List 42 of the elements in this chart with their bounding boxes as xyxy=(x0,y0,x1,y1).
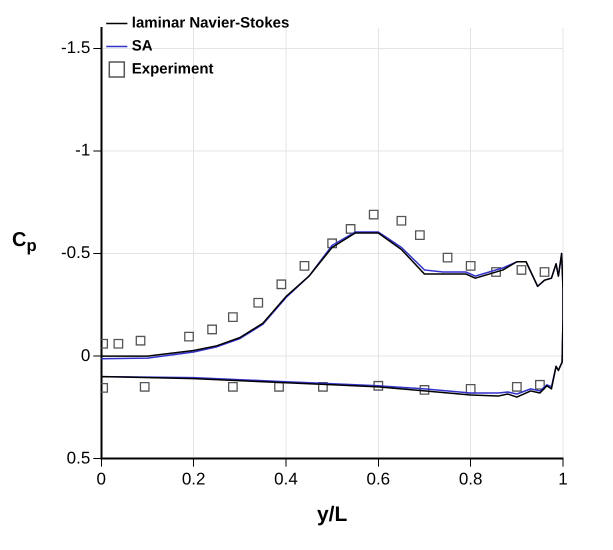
point xyxy=(300,260,310,271)
point xyxy=(512,382,522,392)
y-tick-label: 0 xyxy=(80,346,90,365)
point xyxy=(516,265,526,275)
x-tick-label: 0.4 xyxy=(274,469,298,488)
point xyxy=(373,380,384,391)
point xyxy=(318,382,328,392)
point xyxy=(466,260,476,271)
point xyxy=(466,384,476,394)
y-tick-label: -1.5 xyxy=(60,38,90,58)
point xyxy=(276,279,286,290)
point xyxy=(253,298,264,308)
legend-label: SA xyxy=(132,38,153,55)
point xyxy=(184,332,194,342)
point xyxy=(113,338,124,349)
point xyxy=(327,238,338,248)
x-tick-label: 0.8 xyxy=(458,469,482,488)
legend-label: laminar Navier-Stokes xyxy=(132,14,290,32)
point xyxy=(228,312,238,322)
point xyxy=(228,382,238,392)
x-axis-title: y/L xyxy=(316,503,348,527)
x-tick-label: 1 xyxy=(558,469,568,488)
y-tick-label: 0.5 xyxy=(66,448,90,468)
x-tick-label: 0.6 xyxy=(366,469,390,488)
point xyxy=(346,224,356,234)
point xyxy=(136,336,146,346)
x-tick-label: 0 xyxy=(96,469,106,488)
point xyxy=(540,267,550,277)
point xyxy=(442,252,452,263)
y-tick-label: -1 xyxy=(75,140,90,160)
point xyxy=(535,380,545,390)
legend-label: Experiment xyxy=(132,60,214,78)
x-tick-label: 0.2 xyxy=(182,469,206,488)
y-axis-title: C$_{p}$ xyxy=(12,229,37,256)
point xyxy=(140,382,150,392)
point xyxy=(396,216,406,226)
point xyxy=(420,385,430,395)
point xyxy=(207,324,217,334)
point xyxy=(491,267,501,277)
y-tick-label: -0.5 xyxy=(60,243,90,262)
point xyxy=(368,210,379,220)
point xyxy=(414,230,425,240)
